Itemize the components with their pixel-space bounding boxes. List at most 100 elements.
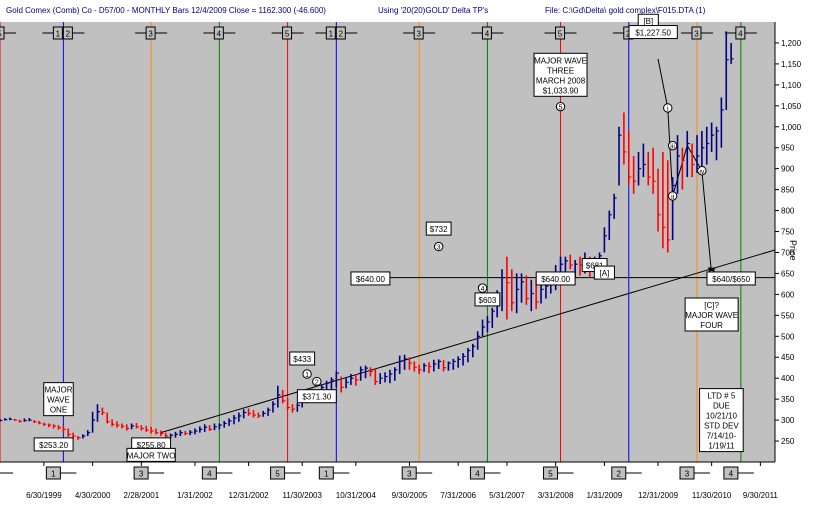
wave-count-marker xyxy=(433,241,444,252)
annotation-text: WAVE xyxy=(47,396,70,405)
price-bar xyxy=(525,275,529,305)
price-bar xyxy=(632,156,637,194)
price-bar xyxy=(457,356,461,368)
price-bar xyxy=(696,135,700,173)
wave-count-marker xyxy=(302,369,312,379)
tp-icon-number: 5 xyxy=(0,30,2,39)
tp-bottom-number: 5 xyxy=(275,470,280,479)
tp-bottom-number: 3 xyxy=(139,470,144,479)
tp-icon-box xyxy=(325,26,336,40)
price-bar xyxy=(715,126,720,161)
annotation-text: LTD # 5 xyxy=(707,392,735,401)
price-bar xyxy=(642,143,646,178)
price-axis-label: 750 xyxy=(781,228,795,237)
price-axis-label: 1,200 xyxy=(781,39,802,48)
date-axis-label: 9/30/2011 xyxy=(743,491,779,500)
annotation-text: THREE xyxy=(547,66,574,75)
price-bar xyxy=(452,358,456,370)
date-axis-label: 12/31/2002 xyxy=(229,491,270,500)
price-bar xyxy=(111,419,115,427)
annotation-box xyxy=(126,447,176,462)
tp-icon-box xyxy=(213,26,224,40)
price-bar xyxy=(540,283,544,304)
price-bar xyxy=(374,368,378,385)
price-bar xyxy=(433,359,437,372)
date-axis-label: 5/31/2007 xyxy=(489,491,525,500)
wave-count-marker xyxy=(667,191,678,201)
price-bar xyxy=(140,425,144,431)
price-bar xyxy=(238,412,242,422)
tp-bottom-number: 2 xyxy=(617,470,622,479)
price-bar xyxy=(330,377,334,391)
tp-icon-number: 2 xyxy=(66,30,71,39)
price-bar xyxy=(394,367,398,381)
price-bar xyxy=(520,273,525,303)
price-bar xyxy=(262,410,266,417)
tp-icon-number: 4 xyxy=(485,30,490,39)
annotation-text: 7/14/10- xyxy=(707,432,737,441)
price-bar xyxy=(413,361,417,372)
price-bar xyxy=(28,418,32,422)
price-bar xyxy=(52,424,57,429)
annotation-text: $433 xyxy=(293,355,311,364)
wave-count-label: iv xyxy=(699,169,705,176)
tp-icon-number: 2 xyxy=(339,30,344,39)
price-bar xyxy=(23,418,27,422)
price-bar xyxy=(233,415,237,425)
plot-area xyxy=(0,22,775,462)
tp-icon-number: 3 xyxy=(148,30,153,39)
price-bar xyxy=(272,401,276,413)
tp-icon-number: 5 xyxy=(285,30,290,39)
price-bar xyxy=(389,369,393,384)
price-bar xyxy=(364,365,369,379)
price-bar xyxy=(384,372,388,383)
date-axis-label: 11/30/2003 xyxy=(282,491,322,500)
price-bar xyxy=(730,42,734,64)
price-bar xyxy=(116,421,120,428)
tp-icon-box xyxy=(413,26,424,40)
price-bar xyxy=(247,408,252,416)
price-bar xyxy=(476,331,481,350)
price-bar xyxy=(486,316,490,333)
price-bar xyxy=(491,307,495,328)
price-bar xyxy=(174,431,178,438)
date-axis-label: 4/30/2000 xyxy=(75,491,111,500)
price-bar xyxy=(569,254,573,270)
annotation-text: $732 xyxy=(430,225,448,234)
price-bar xyxy=(18,419,22,423)
annotation-text: $253.20 xyxy=(39,441,68,450)
chart-title: Gold Comex (Comb) Co - D57/00 - MONTHLY … xyxy=(6,6,326,15)
price-bar xyxy=(681,147,685,190)
price-bar xyxy=(101,407,105,416)
wave-count-label: 4 xyxy=(481,286,485,293)
price-axis-label: 1,000 xyxy=(781,123,802,132)
tp-bottom-number: 1 xyxy=(324,470,329,479)
price-axis-label: 1,050 xyxy=(781,102,802,111)
price-bar xyxy=(359,366,364,381)
price-bar xyxy=(403,354,408,370)
price-bar xyxy=(179,430,183,437)
trendline xyxy=(160,249,776,434)
price-bar xyxy=(705,126,710,165)
annotation-text: DUE xyxy=(713,402,730,411)
price-bar xyxy=(423,363,427,372)
price-bar xyxy=(418,364,422,374)
date-axis-label: 3/31/2008 xyxy=(538,491,574,500)
date-axis-label: 9/30/2005 xyxy=(392,491,428,500)
price-bar xyxy=(657,168,661,232)
tp-bottom-number: 5 xyxy=(548,470,553,479)
price-axis-label: 800 xyxy=(781,207,795,216)
annotation-box xyxy=(533,52,588,97)
price-bar xyxy=(652,147,656,194)
price-bar xyxy=(530,279,534,312)
date-axis-label: 7/31/2006 xyxy=(440,491,476,500)
annotation-text: [B] xyxy=(643,17,653,26)
price-bar xyxy=(442,360,447,372)
annotation-text: $603 xyxy=(479,296,497,305)
price-bar xyxy=(43,422,47,426)
price-axis-title: Price xyxy=(788,240,798,261)
price-bar xyxy=(13,418,18,421)
price-bar xyxy=(91,411,96,433)
tp-icon-number: 3 xyxy=(694,30,699,39)
wave-count-marker xyxy=(667,140,678,151)
